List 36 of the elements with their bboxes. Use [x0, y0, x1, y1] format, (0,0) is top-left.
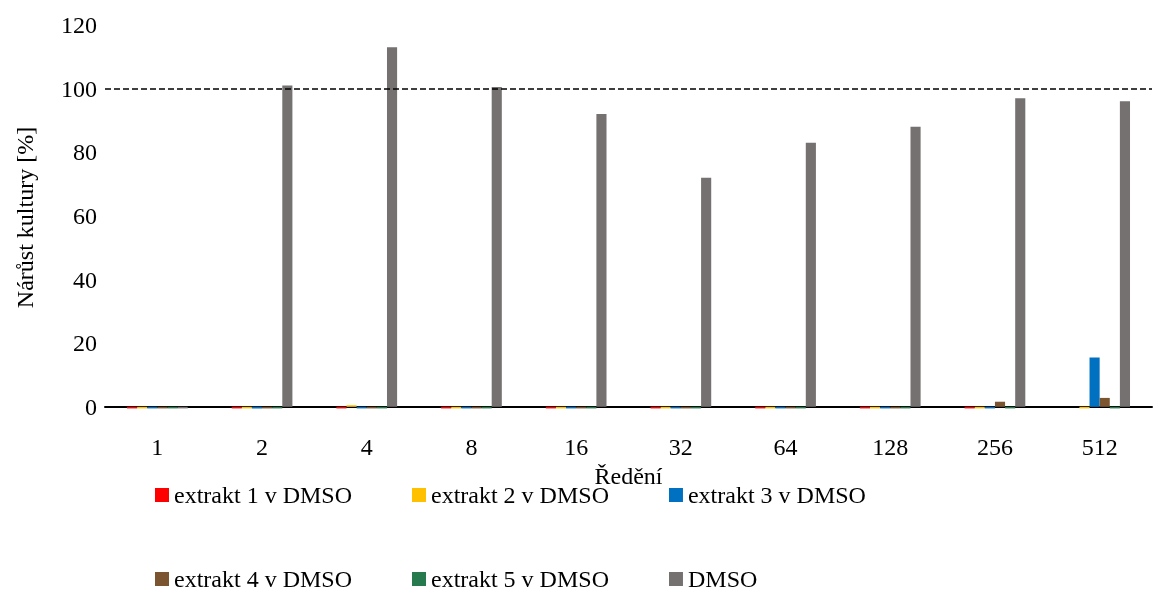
bar: [596, 114, 607, 407]
legend-label: extrakt 5 v DMSO: [430, 566, 609, 592]
legend-label: extrakt 4 v DMSO: [174, 566, 352, 592]
bar: [282, 85, 293, 407]
x-tick-label: 128: [872, 434, 909, 460]
bar: [805, 142, 816, 407]
x-tick-label: 16: [564, 434, 589, 460]
bar: [386, 47, 398, 407]
y-tick-label: 0: [85, 393, 97, 420]
x-tick-label: 32: [668, 434, 693, 460]
y-tick-label: 100: [61, 75, 97, 102]
bar: [1099, 397, 1110, 407]
bar: [1015, 98, 1026, 407]
x-tick-label: 2: [256, 434, 269, 460]
bar: [1119, 101, 1131, 407]
y-tick-label: 60: [73, 202, 97, 229]
legend-label: DMSO: [687, 566, 758, 592]
x-tick-label: 8: [465, 434, 478, 460]
bar: [994, 401, 1006, 407]
y-tick-label: 20: [73, 330, 97, 357]
bar: [1089, 357, 1100, 407]
x-tick-label: 256: [976, 434, 1013, 460]
y-axis-title: Nárůst kultury [%]: [12, 126, 38, 309]
x-tick-label: 512: [1081, 434, 1118, 460]
y-tick-label: 120: [61, 12, 97, 38]
x-tick-label: 64: [773, 434, 798, 460]
y-tick-label: 80: [73, 139, 97, 166]
legend-label: extrakt 3 v DMSO: [687, 482, 866, 508]
y-tick-label: 40: [73, 266, 97, 293]
legend-label: extrakt 1 v DMSO: [174, 482, 352, 508]
x-tick-label: 4: [360, 434, 373, 460]
x-tick-label: 1: [151, 434, 164, 460]
bar: [910, 126, 921, 407]
bar: [701, 177, 712, 407]
x-axis-title: Ředění: [594, 462, 663, 489]
bar: [491, 87, 502, 407]
